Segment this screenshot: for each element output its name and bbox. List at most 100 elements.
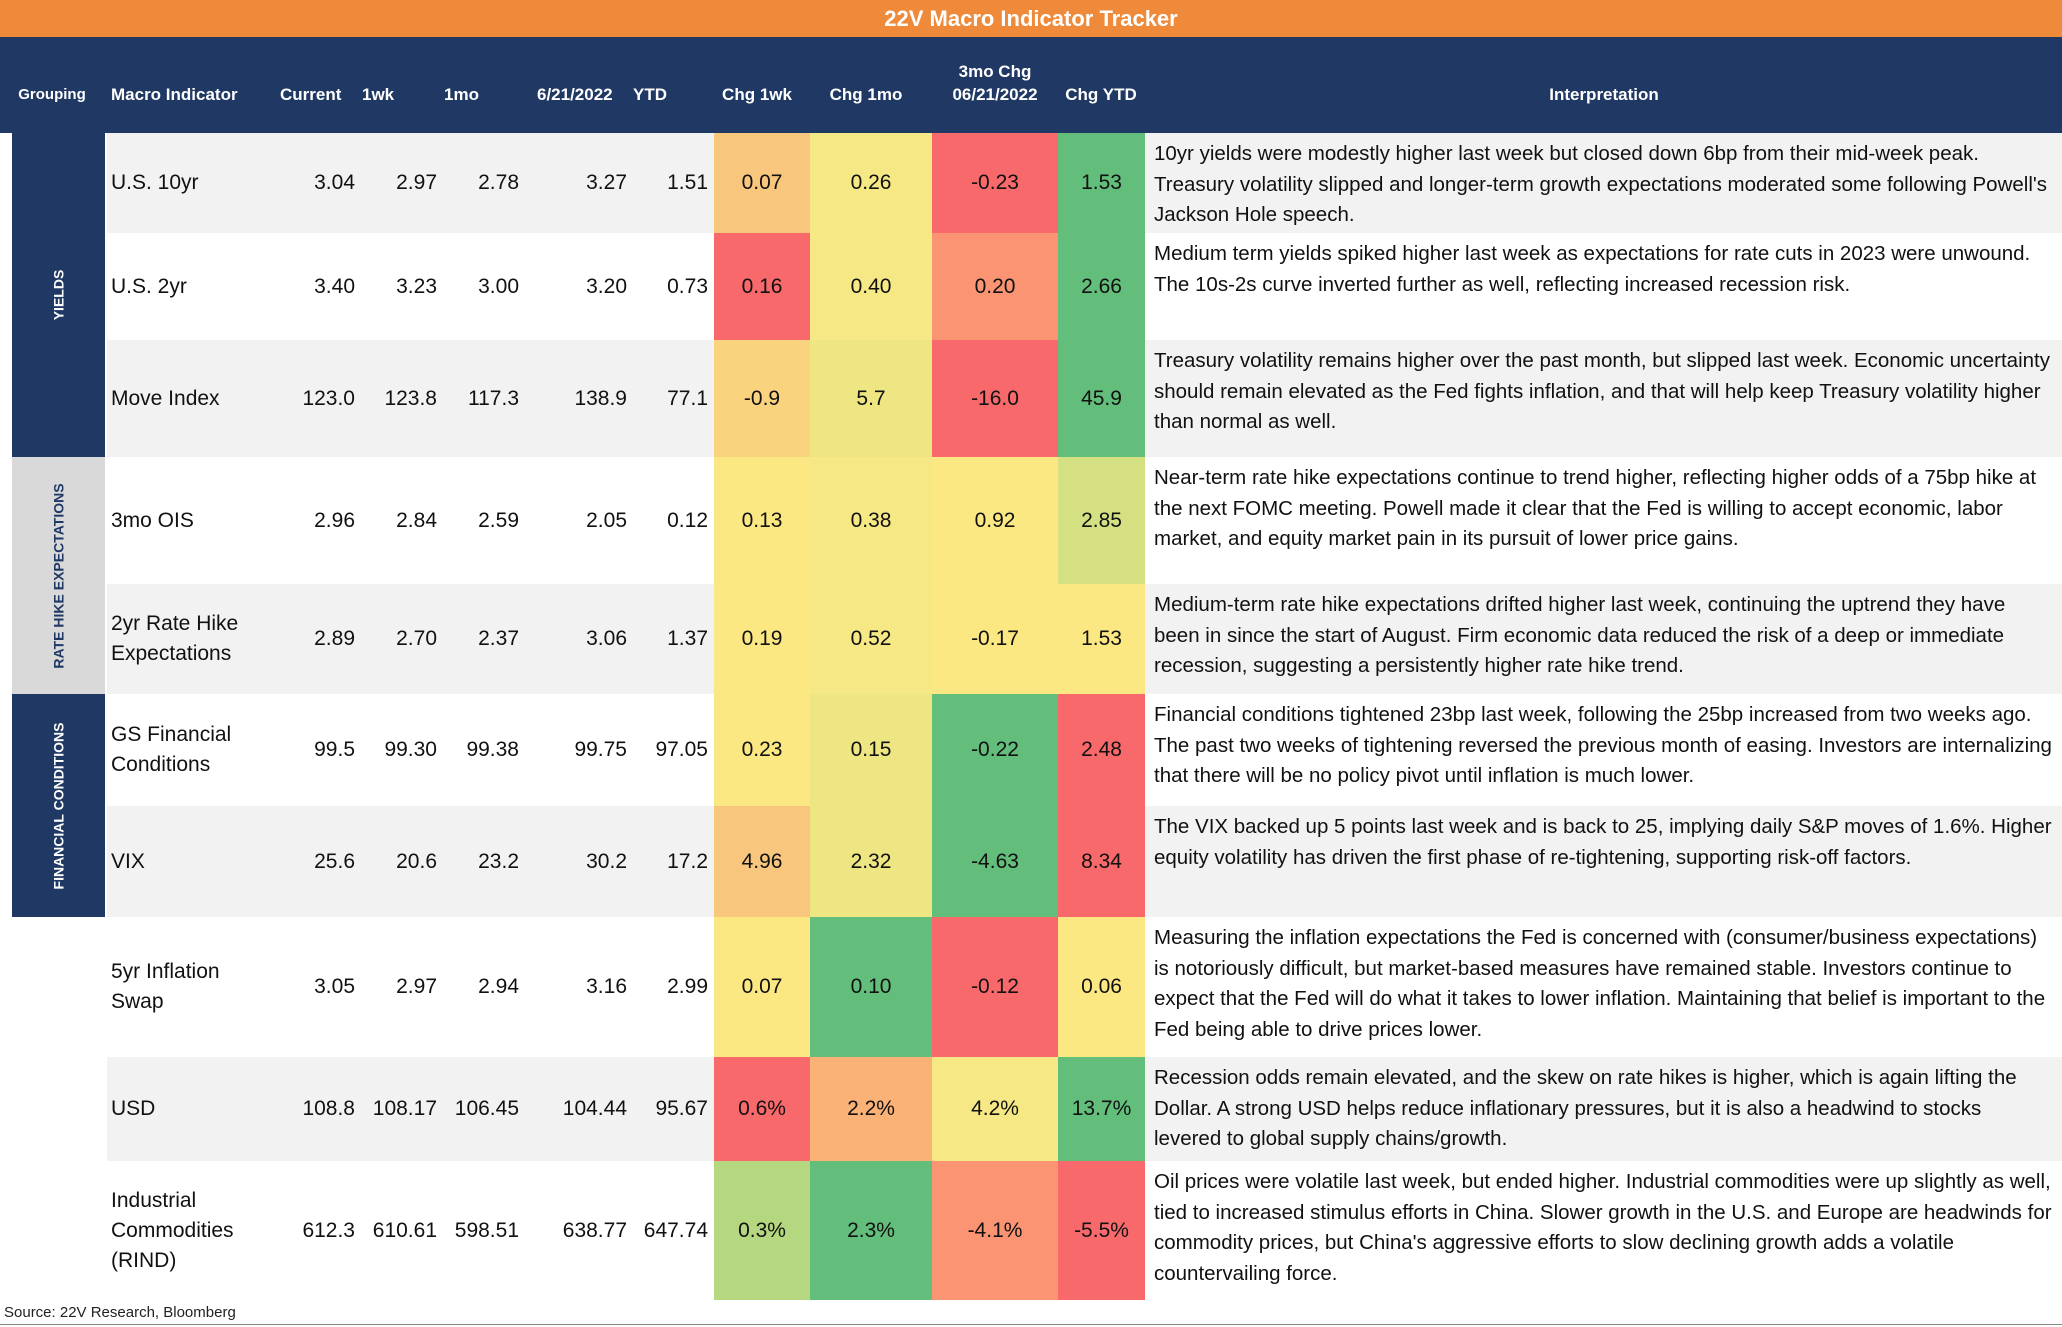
indicator-name: 3mo OIS <box>111 508 194 532</box>
value-ytd: 77.1 <box>667 386 708 410</box>
table-row: U.S. 2yr 3.40 3.23 3.00 3.20 0.73 0.16 0.40 0.20… <box>0 233 2062 340</box>
header-chg-3mo-line1: 3mo Chg <box>958 62 1032 81</box>
value-wk1: 2.97 <box>396 975 437 998</box>
change-ytd: 1.53 <box>1058 133 1145 233</box>
change-1mo: 2.32 <box>810 806 932 917</box>
value-mo1: 2.37 <box>478 627 519 650</box>
indicator-name: 5yr Inflation Swap <box>111 960 220 1013</box>
value-date: 3.16 <box>586 975 627 998</box>
indicator-name: GS Financial Conditions <box>111 723 232 776</box>
value-ytd: 95.67 <box>655 1097 708 1120</box>
value-date: 3.06 <box>586 627 627 650</box>
change-1wk: 0.19 <box>714 584 810 694</box>
value-mo1: 598.51 <box>454 1218 519 1242</box>
value-current: 2.96 <box>314 508 355 532</box>
header-interpretation: Interpretation <box>1549 85 1659 104</box>
header-chg-ytd: Chg YTD <box>1065 85 1137 104</box>
change-ytd: 0.06 <box>1058 917 1145 1057</box>
change-ytd: 8.34 <box>1058 806 1145 917</box>
value-mo1: 117.3 <box>468 386 519 410</box>
table-row: 3mo OIS 2.96 2.84 2.59 2.05 0.12 0.13 0.38 0.92 2… <box>0 457 2062 584</box>
change-1wk: 4.96 <box>714 806 810 917</box>
value-mo1: 2.78 <box>478 171 519 194</box>
header-chg-1mo: Chg 1mo <box>829 85 903 104</box>
change-3mo: -0.23 <box>932 133 1058 233</box>
change-1mo: 0.15 <box>810 694 932 806</box>
value-ytd: 647.74 <box>643 1218 708 1242</box>
value-date: 638.77 <box>562 1218 627 1242</box>
change-1wk: 0.23 <box>714 694 810 806</box>
value-ytd: 1.37 <box>667 627 708 650</box>
value-date: 30.2 <box>586 849 627 873</box>
value-ytd: 2.99 <box>667 975 708 998</box>
change-ytd: 45.9 <box>1058 340 1145 457</box>
change-1mo: 2.2% <box>810 1057 932 1161</box>
value-ytd: 97.05 <box>655 738 708 761</box>
interpretation-text: Measuring the inflation expectations the… <box>1154 926 2046 1041</box>
change-1wk: 0.07 <box>714 133 810 233</box>
indicator-name: Industrial Commodities (RIND) <box>111 1188 234 1272</box>
group-label: FINANCIAL CONDITIONS <box>12 694 105 917</box>
value-wk1: 610.61 <box>372 1218 437 1242</box>
table-row: GS Financial Conditions 99.5 99.30 99.38 99.… <box>0 694 2062 806</box>
value-wk1: 108.17 <box>372 1097 437 1120</box>
header-indicator: Macro Indicator <box>111 85 238 104</box>
change-1mo: 0.26 <box>810 133 932 233</box>
table-row: VIX 25.6 20.6 23.2 30.2 17.2 4.96 2.32 -4.63 8.34… <box>0 806 2062 917</box>
table-row: Industrial Commodities (RIND) 612.3 610.61… <box>0 1161 2062 1300</box>
value-date: 138.9 <box>574 386 627 410</box>
header-grouping: Grouping <box>18 86 86 103</box>
value-ytd: 1.51 <box>667 171 708 194</box>
bottom-divider <box>0 1324 2062 1325</box>
table-row: USD 108.8 108.17 106.45 104.44 95.67 0.6% 2.2% 4… <box>0 1057 2062 1161</box>
change-3mo: 0.20 <box>932 233 1058 340</box>
change-ytd: -5.5% <box>1058 1161 1145 1300</box>
interpretation-text: Oil prices were volatile last week, but … <box>1154 1170 2052 1285</box>
indicator-name: U.S. 2yr <box>111 274 187 298</box>
interpretation-text: The VIX backed up 5 points last week and… <box>1154 815 2052 869</box>
value-date: 2.05 <box>586 508 627 532</box>
value-date: 3.20 <box>586 274 627 298</box>
value-date: 99.75 <box>574 738 627 761</box>
value-ytd: 0.73 <box>667 274 708 298</box>
value-wk1: 2.84 <box>396 508 437 532</box>
indicator-name: 2yr Rate Hike Expectations <box>111 612 239 665</box>
header-current: Current <box>280 85 342 104</box>
change-1mo: 0.40 <box>810 233 932 340</box>
change-3mo: 0.92 <box>932 457 1058 584</box>
value-wk1: 2.70 <box>396 627 437 650</box>
change-ytd: 1.53 <box>1058 584 1145 694</box>
header-chg-3mo-line2: 06/21/2022 <box>952 85 1038 104</box>
indicator-name: VIX <box>111 849 145 873</box>
interpretation-text: Treasury volatility remains higher over … <box>1154 349 2050 433</box>
value-wk1: 99.30 <box>384 738 437 761</box>
source-note: Source: 22V Research, Bloomberg <box>4 1304 236 1321</box>
interpretation-text: Financial conditions tightened 23bp last… <box>1154 703 2052 787</box>
table-row: 5yr Inflation Swap 3.05 2.97 2.94 3.16 2.99 0.… <box>0 917 2062 1057</box>
change-1wk: 0.3% <box>714 1161 810 1300</box>
value-current: 3.05 <box>314 975 355 998</box>
value-wk1: 3.23 <box>396 274 437 298</box>
table-row: 2yr Rate Hike Expectations 2.89 2.70 2.37 3.… <box>0 584 2062 694</box>
change-3mo: -4.1% <box>932 1161 1058 1300</box>
change-1mo: 5.7 <box>810 340 932 457</box>
value-current: 612.3 <box>302 1218 355 1242</box>
indicator-name: USD <box>111 1097 156 1120</box>
header-1mo: 1mo <box>444 85 479 104</box>
change-1mo: 0.38 <box>810 457 932 584</box>
interpretation-text: Near-term rate hike expectations continu… <box>1154 466 2037 550</box>
value-current: 3.40 <box>314 274 355 298</box>
page-title: 22V Macro Indicator Tracker <box>0 0 2062 37</box>
change-ytd: 2.85 <box>1058 457 1145 584</box>
header-date: 6/21/2022 <box>537 85 613 104</box>
interpretation-text: 10yr yields were modestly higher last we… <box>1154 142 2048 226</box>
value-mo1: 3.00 <box>478 274 519 298</box>
change-1mo: 0.52 <box>810 584 932 694</box>
table-row: U.S. 10yr 3.04 2.97 2.78 3.27 1.51 0.07 0.26 -0.… <box>0 133 2062 233</box>
change-1wk: 0.07 <box>714 917 810 1057</box>
table-header: Grouping Macro Indicator Current 1wk 1mo… <box>0 37 2062 133</box>
value-current: 3.04 <box>314 171 355 194</box>
change-ytd: 2.66 <box>1058 233 1145 340</box>
change-1mo: 2.3% <box>810 1161 932 1300</box>
change-3mo: -0.22 <box>932 694 1058 806</box>
